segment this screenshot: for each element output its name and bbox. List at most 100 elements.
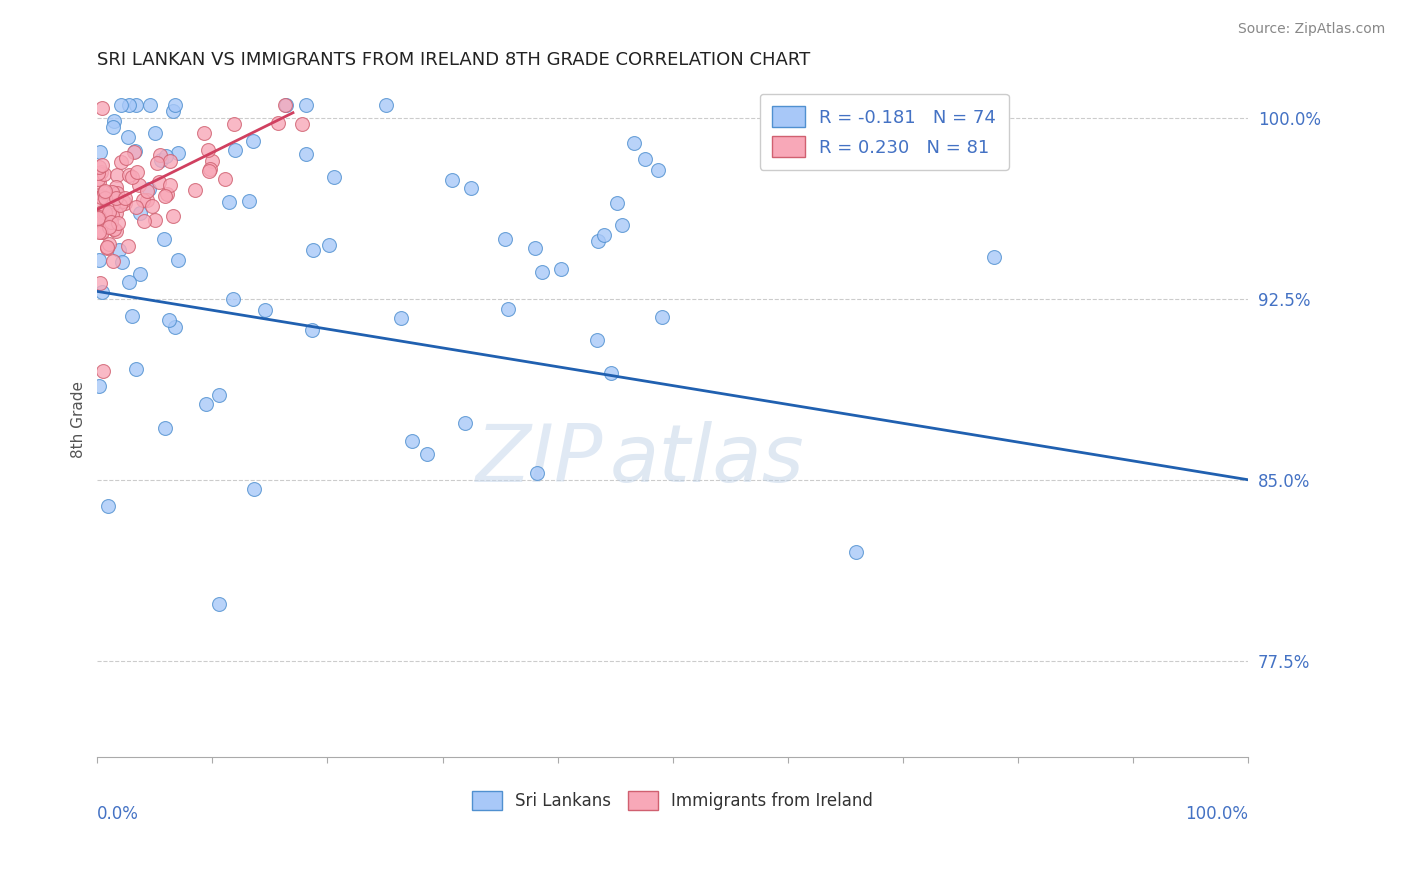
Point: [141, 199, 163, 213]
Point: [100, 215, 122, 229]
Point: [224, 143, 246, 157]
Point: [166, 253, 188, 268]
Point: [87, 252, 110, 267]
Text: 100.0%: 100.0%: [1185, 805, 1249, 822]
Point: [87, 378, 110, 392]
Point: [121, 309, 143, 323]
Point: [585, 333, 607, 347]
Point: [845, 545, 868, 559]
Point: [110, 155, 132, 169]
Point: [530, 265, 553, 279]
Point: [274, 98, 297, 112]
Point: [90, 158, 112, 172]
Point: [651, 310, 673, 324]
Point: [90, 225, 112, 239]
Point: [114, 191, 136, 205]
Point: [136, 185, 159, 199]
Point: [586, 234, 609, 248]
Point: [138, 182, 160, 196]
Point: [276, 98, 298, 112]
Point: [91, 204, 114, 219]
Point: [111, 255, 134, 269]
Point: [118, 169, 141, 183]
Point: [198, 162, 221, 177]
Point: [117, 129, 139, 144]
Point: [107, 216, 129, 230]
Point: [124, 144, 146, 158]
Point: [600, 366, 623, 380]
Point: [243, 482, 266, 496]
Point: [110, 98, 132, 112]
Point: [101, 208, 124, 222]
Point: [103, 120, 125, 135]
Point: [90, 225, 112, 239]
Point: [91, 188, 114, 202]
Point: [193, 126, 215, 140]
Point: [201, 153, 224, 168]
Point: [159, 178, 181, 192]
Point: [440, 173, 463, 187]
Point: [983, 250, 1005, 264]
Point: [167, 145, 190, 160]
Point: [162, 104, 184, 119]
Point: [496, 301, 519, 316]
Point: [97, 500, 120, 514]
Point: [634, 153, 657, 167]
Point: [197, 143, 219, 157]
Point: [301, 323, 323, 337]
Text: SRI LANKAN VS IMMIGRANTS FROM IRELAND 8TH GRADE CORRELATION CHART: SRI LANKAN VS IMMIGRANTS FROM IRELAND 8T…: [97, 51, 811, 69]
Point: [87, 166, 110, 180]
Point: [647, 163, 669, 178]
Point: [162, 210, 184, 224]
Point: [156, 186, 179, 201]
Point: [108, 197, 131, 211]
Point: [136, 193, 159, 207]
Point: [145, 212, 167, 227]
Point: [108, 243, 131, 257]
Point: [222, 117, 245, 131]
Point: [118, 275, 141, 289]
Point: [105, 224, 128, 238]
Point: [93, 213, 115, 227]
Point: [105, 186, 128, 201]
Point: [218, 194, 240, 209]
Point: [159, 154, 181, 169]
Point: [117, 238, 139, 252]
Point: [139, 98, 162, 112]
Point: [105, 191, 128, 205]
Point: [143, 126, 166, 140]
Point: [254, 302, 277, 317]
Point: [401, 434, 423, 449]
Point: [146, 156, 169, 170]
Point: [124, 200, 146, 214]
Point: [149, 148, 172, 162]
Point: [94, 191, 117, 205]
Point: [98, 204, 121, 219]
Point: [101, 253, 124, 268]
Point: [111, 194, 134, 208]
Point: [198, 164, 221, 178]
Point: [101, 196, 124, 211]
Point: [89, 198, 111, 212]
Point: [416, 446, 439, 460]
Point: [96, 241, 118, 255]
Point: [128, 178, 150, 193]
Point: [612, 218, 634, 232]
Y-axis label: 8th Grade: 8th Grade: [72, 381, 86, 458]
Legend: Sri Lankans, Immigrants from Ireland: Sri Lankans, Immigrants from Ireland: [465, 784, 880, 817]
Point: [238, 194, 260, 208]
Point: [97, 219, 120, 234]
Point: [125, 165, 148, 179]
Point: [125, 362, 148, 376]
Point: [623, 136, 645, 150]
Point: [148, 176, 170, 190]
Point: [157, 312, 180, 326]
Point: [104, 179, 127, 194]
Point: [153, 232, 176, 246]
Point: [165, 98, 187, 112]
Point: [132, 193, 155, 207]
Point: [318, 238, 340, 252]
Point: [94, 209, 117, 223]
Point: [184, 183, 207, 197]
Point: [301, 243, 323, 257]
